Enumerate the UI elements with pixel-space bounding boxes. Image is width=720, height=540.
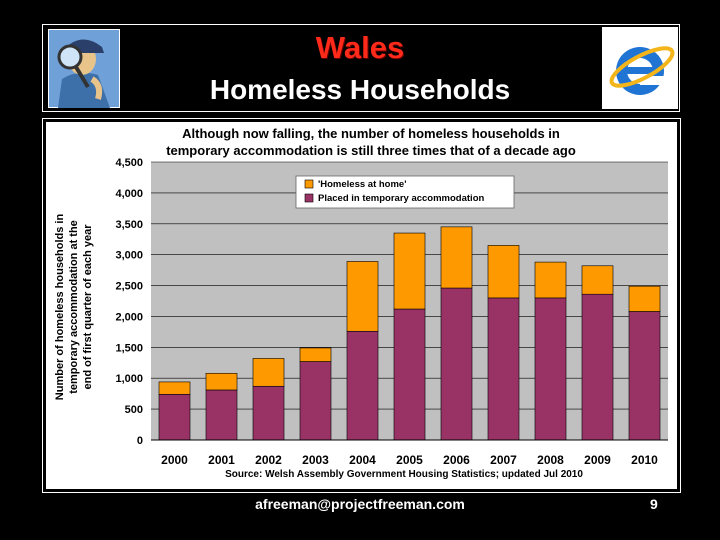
y-axis-label-line-3: end of first quarter of each year	[82, 224, 94, 390]
x-tick-label-2000: 2000	[161, 453, 188, 467]
footer-email: afreeman@projectfreeman.com	[255, 496, 465, 512]
bar-homeless-at-home-2004	[346, 261, 379, 332]
legend-label-placed-in-temporary-accommodation: Placed in temporary accommodation	[318, 193, 484, 204]
chart-title-line-1: Although now falling, the number of home…	[182, 126, 560, 141]
legend-label-homeless-at-home: 'Homeless at home'	[318, 179, 406, 190]
detective-logo-icon	[48, 29, 120, 108]
title-frame	[42, 24, 680, 112]
bar-placed-in-temporary-accommodation-2002	[252, 385, 285, 441]
bar-series	[151, 226, 668, 441]
bar-placed-in-temporary-accommodation-2001	[205, 389, 238, 441]
y-tick-label: 500	[125, 404, 143, 416]
bar-placed-in-temporary-accommodation-2000	[158, 393, 191, 441]
slide-title: Wales	[315, 30, 405, 65]
bar-placed-in-temporary-accommodation-2004	[346, 330, 379, 441]
x-tick-label-2004: 2004	[349, 453, 376, 467]
y-tick-label: 2,500	[115, 281, 143, 293]
bar-placed-in-temporary-accommodation-2010	[628, 311, 661, 441]
x-tick-label-2007: 2007	[490, 453, 517, 467]
y-tick-label: 0	[137, 435, 143, 447]
x-tick-label-2006: 2006	[443, 453, 470, 467]
slide-subtitle: Homeless Households	[209, 74, 511, 105]
bar-homeless-at-home-2006	[440, 226, 473, 289]
bar-placed-in-temporary-accommodation-2009	[581, 293, 614, 441]
legend-swatch-homeless-at-home	[304, 179, 314, 189]
bar-placed-in-temporary-accommodation-2003	[299, 361, 332, 441]
bar-placed-in-temporary-accommodation-2006	[440, 287, 473, 441]
y-tick-label: 2,000	[115, 311, 143, 323]
y-tick-label: 3,000	[115, 250, 143, 262]
legend-swatch-placed-in-temporary-accommodation	[304, 193, 314, 203]
homeless-households-chart: Although now falling, the number of home…	[54, 126, 668, 480]
bar-homeless-at-home-2000	[158, 381, 191, 395]
y-tick-label: 4,000	[115, 188, 143, 200]
x-tick-labels: 2000 2001 2002 2003 2004 2005 2006 2007 2008 2009…	[161, 453, 658, 467]
x-tick-label-2010: 2010	[631, 453, 658, 467]
y-tick-label: 3,500	[115, 219, 143, 231]
x-tick-label-2009: 2009	[584, 453, 611, 467]
internet-explorer-logo-icon	[602, 27, 678, 109]
y-tick-label: 4,500	[115, 157, 143, 169]
y-axis-label-line-2: temporary accommodation at the	[68, 220, 80, 394]
x-tick-label-2001: 2001	[208, 453, 235, 467]
page-number: 9	[650, 496, 658, 512]
x-tick-label-2002: 2002	[255, 453, 282, 467]
chart-title-line-2: temporary accommodation is still three t…	[166, 143, 576, 158]
bar-placed-in-temporary-accommodation-2005	[393, 308, 426, 441]
bar-homeless-at-home-2009	[581, 265, 614, 295]
bar-placed-in-temporary-accommodation-2007	[487, 297, 520, 441]
chart-source-note: Source: Welsh Assembly Government Housin…	[225, 469, 583, 480]
x-tick-label-2005: 2005	[396, 453, 423, 467]
y-axis-label-line-1: Number of homeless households in	[54, 214, 66, 401]
legend: 'Homeless at home' Placed in temporary a…	[295, 175, 515, 209]
bar-homeless-at-home-2010	[628, 285, 661, 312]
bar-homeless-at-home-2002	[252, 358, 285, 387]
bar-homeless-at-home-2005	[393, 232, 426, 310]
chart-panel: Although now falling, the number of home…	[46, 122, 677, 489]
bar-homeless-at-home-2008	[534, 261, 567, 299]
bar-placed-in-temporary-accommodation-2008	[534, 297, 567, 441]
y-tick-label: 1,500	[115, 342, 143, 354]
y-tick-label: 1,000	[115, 373, 143, 385]
bar-homeless-at-home-2003	[299, 347, 332, 362]
x-tick-label-2003: 2003	[302, 453, 329, 467]
bar-homeless-at-home-2007	[487, 245, 520, 299]
bar-homeless-at-home-2001	[205, 372, 238, 391]
y-tick-labels: 0 500 1,000 1,500 2,000 2,500 3,000 3,500 4,000 4…	[115, 157, 143, 447]
x-tick-label-2008: 2008	[537, 453, 564, 467]
